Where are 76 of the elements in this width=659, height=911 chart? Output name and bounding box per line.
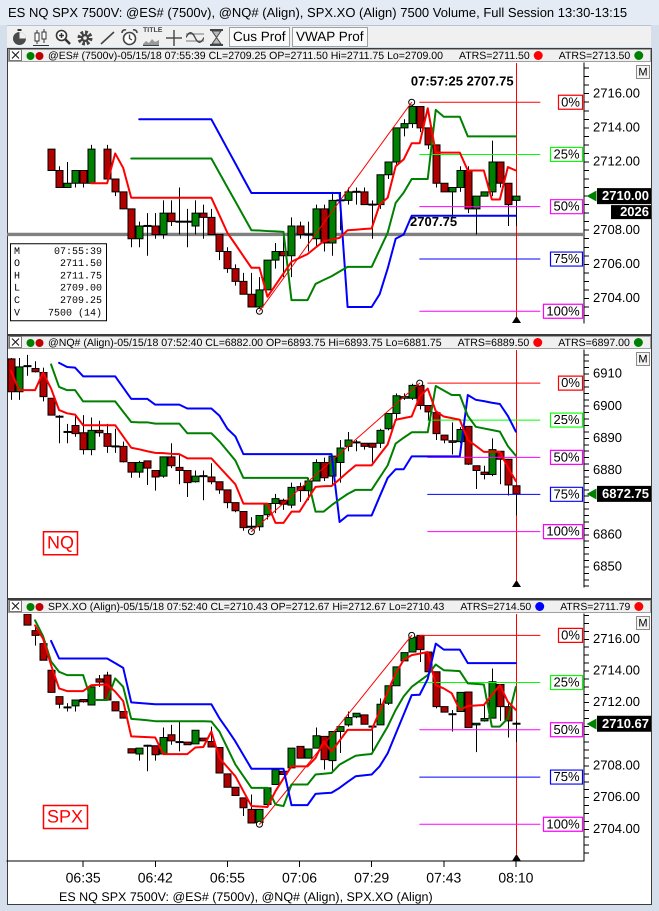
text: M	[638, 618, 648, 630]
series-label: 25%	[553, 146, 580, 162]
series-label: 75%	[553, 486, 580, 502]
chart-title: @NQ# (Align)-05/15/18 07:52:40 CL=6882.00 OP=6893.75 Hi=6893.75 Lo=6881.75	[48, 336, 442, 349]
annotation: 7500 (14)	[48, 307, 102, 320]
series-label: 0%	[561, 627, 580, 642]
series-label: 50%	[553, 722, 580, 737]
x-tick-label: 06:42	[138, 869, 173, 886]
y-tick-label: 2712.00	[593, 154, 640, 169]
series-label: 100%	[546, 524, 580, 539]
legend-label: ATRS=2713.50	[558, 50, 630, 62]
legend-label: ATRS=2711.79	[560, 602, 631, 613]
y-tick-label: 2714.00	[593, 119, 640, 134]
text: 2026	[620, 204, 649, 220]
annotation: 2711.50	[60, 259, 102, 270]
series-label: 25%	[553, 674, 580, 690]
y-tick-label: 6880	[593, 462, 622, 478]
series-label: 50%	[553, 449, 580, 464]
chart-title: @ES# (7500v)-05/15/18 07:55:39 CL=2709.25 OP=2711.50 Hi=2711.75 Lo=2709.00	[48, 50, 444, 62]
annotation: C	[14, 296, 20, 308]
legend-label: ATRS=6897.00	[558, 336, 630, 349]
text: 6872.75	[602, 486, 649, 501]
y-tick-label: 6900	[593, 398, 622, 413]
annotation: V	[14, 308, 20, 320]
y-tick-label: 2706.00	[593, 256, 640, 271]
x-tick-label: 07:06	[282, 869, 318, 886]
series-label: 100%	[546, 303, 580, 318]
series-label: 0%	[561, 375, 580, 390]
y-tick-label: 2708.00	[593, 758, 640, 773]
y-tick-label: 6910	[593, 366, 622, 381]
annotation: O	[14, 259, 20, 270]
annotation: NQ	[47, 532, 74, 553]
x-tick-label: 06:55	[210, 869, 246, 886]
series-label: 25%	[553, 412, 580, 428]
series-label: 50%	[553, 198, 580, 214]
y-tick-label: 6850	[593, 558, 622, 574]
series-label: 100%	[546, 816, 580, 832]
band-label: 2707.75	[410, 214, 458, 229]
text: ES NQ SPX 7500V: @ES# (7500v), @NQ# (Align), SPX.XO (Align) 7500 Volume, Full Session 13:30-13:15	[8, 5, 628, 20]
annotation: L	[14, 284, 20, 295]
y-tick-label: 6890	[593, 430, 622, 445]
x-tick-label: 07:43	[426, 869, 462, 886]
y-tick-label: 2712.00	[593, 694, 640, 710]
annotation: SPX	[47, 806, 84, 826]
annotation: H	[14, 271, 20, 282]
annotation: 2709.00	[60, 284, 102, 295]
y-tick-label: 2706.00	[593, 789, 640, 804]
annotation: M	[14, 246, 20, 258]
text: ES NQ SPX 7500V: @ES# (7500v), @NQ# (Align), SPX.XO (Align)	[59, 890, 433, 904]
x-tick-label: 08:10	[498, 869, 534, 886]
legend-label: ATRS=6889.50	[458, 336, 530, 349]
x-tick-label: 06:35	[66, 869, 101, 886]
legend-label: ATRS=2714.50	[460, 602, 532, 613]
y-tick-label: 2704.00	[593, 820, 640, 836]
y-tick-label: 2716.00	[593, 85, 640, 100]
y-tick-label: 2714.00	[593, 662, 640, 678]
y-tick-label: 6860	[593, 526, 622, 542]
annotation: 2711.75	[60, 271, 102, 282]
text: Cus Prof	[229, 27, 290, 47]
chart-title: SPX.XO (Align)-05/15/18 07:52:40 CL=2710.43 OP=2712.67 Hi=2712.67 Lo=2710.43	[48, 602, 445, 613]
x-tick-label: 07:29	[354, 869, 390, 886]
y-tick-label: 2704.00	[593, 290, 640, 306]
series-label: 0%	[561, 94, 580, 110]
text: M	[638, 66, 648, 79]
annotation: 07:57:25 2707.75	[410, 74, 514, 89]
series-label: 75%	[553, 251, 580, 266]
text: 2710.00	[602, 188, 649, 204]
y-tick-label: 2716.00	[593, 630, 640, 646]
annotation: 2709.25	[60, 296, 102, 308]
y-tick-label: 2708.00	[593, 222, 640, 237]
annotation: 07:55:39	[54, 246, 102, 258]
text: VWAP Prof	[292, 27, 368, 47]
text: 2710.67	[602, 716, 649, 731]
text: M	[638, 354, 648, 366]
legend-label: ATRS=2711.50	[459, 50, 530, 62]
series-label: 75%	[553, 769, 580, 784]
